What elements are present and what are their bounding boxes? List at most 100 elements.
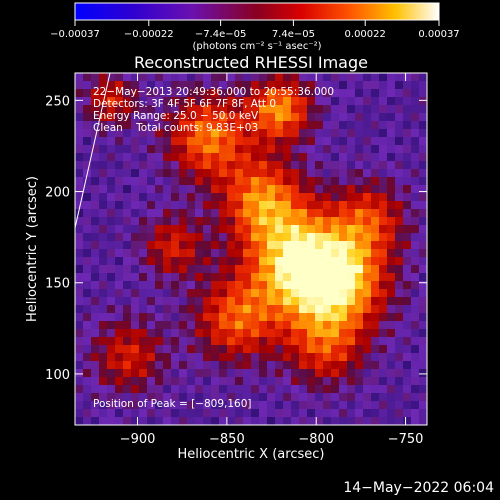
heatmap-cell <box>203 73 212 82</box>
heatmap-cell <box>139 361 148 370</box>
heatmap-cell <box>179 161 188 170</box>
limb-line <box>74 72 111 229</box>
heatmap-cell <box>307 201 316 210</box>
heatmap-cell <box>115 137 124 146</box>
heatmap-cell <box>419 241 427 250</box>
heatmap-cell <box>283 233 292 242</box>
heatmap-cell <box>99 297 108 306</box>
heatmap-cell <box>259 81 268 90</box>
heatmap-cell <box>235 201 244 210</box>
heatmap-cell <box>227 265 236 274</box>
heatmap-cell <box>307 377 316 386</box>
heatmap-cell <box>411 409 420 418</box>
heatmap-cell <box>395 281 404 290</box>
heatmap-cell <box>171 145 180 154</box>
heatmap-cell <box>179 137 188 146</box>
heatmap-cell <box>163 345 172 354</box>
heatmap-cell <box>419 177 427 186</box>
heatmap-cell <box>387 193 396 202</box>
heatmap-cell <box>355 113 364 122</box>
heatmap-cell <box>91 409 100 418</box>
heatmap-cell <box>235 161 244 170</box>
heatmap-cell <box>379 193 388 202</box>
heatmap-cell <box>259 137 268 146</box>
heatmap-cell <box>395 265 404 274</box>
heatmap-cell <box>83 113 92 122</box>
heatmap-cell <box>163 225 172 234</box>
heatmap-cell <box>227 289 236 298</box>
heatmap-cell <box>323 329 332 338</box>
heatmap-cell <box>283 377 292 386</box>
heatmap-cell <box>371 289 380 298</box>
heatmap-cell <box>411 241 420 250</box>
heatmap-cell <box>267 265 276 274</box>
heatmap-cell <box>291 377 300 386</box>
heatmap-cell <box>91 241 100 250</box>
heatmap-cell <box>339 321 348 330</box>
heatmap-cell <box>363 129 372 138</box>
heatmap-cell <box>91 337 100 346</box>
heatmap-cell <box>243 161 252 170</box>
heatmap-cell <box>91 305 100 314</box>
heatmap-cell <box>99 249 108 258</box>
heatmap-cell <box>155 145 164 154</box>
heatmap-cell <box>299 321 308 330</box>
heatmap-cell <box>315 329 324 338</box>
heatmap-cell <box>243 209 252 218</box>
heatmap-cell <box>347 257 356 266</box>
heatmap-cell <box>179 193 188 202</box>
heatmap-cell <box>267 97 276 106</box>
heatmap-cell <box>379 185 388 194</box>
heatmap-cell <box>155 313 164 322</box>
heatmap-cell <box>243 89 252 98</box>
heatmap-cell <box>83 217 92 226</box>
heatmap-cell <box>171 345 180 354</box>
heatmap-cell <box>83 201 92 210</box>
heatmap-cell <box>275 361 284 370</box>
heatmap-cell <box>115 337 124 346</box>
heatmap-cell <box>371 225 380 234</box>
heatmap-cell <box>115 409 124 418</box>
heatmap-cell <box>267 401 276 410</box>
heatmap-cell <box>323 337 332 346</box>
heatmap-cell <box>291 105 300 114</box>
heatmap-cell <box>411 217 420 226</box>
heatmap-cell <box>155 113 164 122</box>
heatmap-cell <box>323 161 332 170</box>
heatmap-cell <box>107 345 116 354</box>
heatmap-cell <box>235 273 244 282</box>
heatmap-cell <box>363 321 372 330</box>
heatmap-cell <box>251 241 260 250</box>
heatmap-cell <box>83 241 92 250</box>
heatmap-cell <box>395 297 404 306</box>
heatmap-cell <box>283 97 292 106</box>
heatmap-cell <box>99 337 108 346</box>
heatmap-cell <box>187 169 196 178</box>
heatmap-cell <box>387 177 396 186</box>
heatmap-cell <box>179 81 188 90</box>
heatmap-cell <box>243 369 252 378</box>
heatmap-cell <box>419 257 427 266</box>
heatmap-cell <box>395 201 404 210</box>
heatmap-cell <box>195 137 204 146</box>
heatmap-cell <box>219 281 228 290</box>
heatmap-cell <box>243 289 252 298</box>
heatmap-cell <box>379 353 388 362</box>
heatmap-cell <box>323 81 332 90</box>
heatmap-cell <box>115 73 124 82</box>
heatmap-cell <box>155 345 164 354</box>
heatmap-cell <box>99 273 108 282</box>
heatmap-cell <box>291 337 300 346</box>
heatmap-cell <box>187 345 196 354</box>
heatmap-cell <box>139 161 148 170</box>
heatmap-cell <box>211 81 220 90</box>
heatmap-cell <box>267 417 276 425</box>
heatmap-cell <box>75 417 84 425</box>
heatmap-cell <box>83 177 92 186</box>
heatmap-cell <box>155 249 164 258</box>
heatmap-cell <box>123 105 132 114</box>
heatmap-cell <box>123 89 132 98</box>
heatmap-cell <box>187 329 196 338</box>
heatmap-cell <box>259 345 268 354</box>
heatmap-cell <box>291 409 300 418</box>
